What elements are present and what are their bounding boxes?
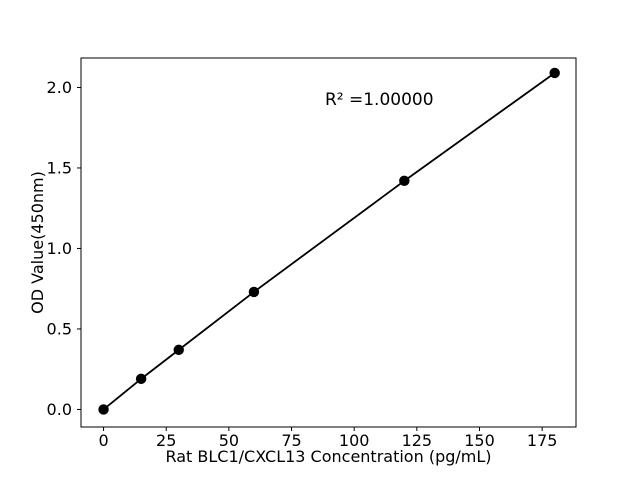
data-point-marker (135, 373, 147, 385)
plot-frame (80, 57, 577, 428)
y-tick-label: 0.0 (47, 400, 72, 419)
x-tick-label: 50 (219, 431, 239, 450)
y-axis-label: OD Value(450nm) (28, 171, 47, 314)
r-squared-annotation: R² =1.00000 (325, 90, 434, 110)
x-tick-label: 175 (527, 431, 558, 450)
x-tick-label: 0 (98, 431, 108, 450)
x-tick-label: 125 (402, 431, 433, 450)
x-axis-label: Rat BLC1/CXCL13 Concentration (pg/mL) (165, 447, 491, 466)
x-tick-label: 25 (156, 431, 176, 450)
y-tick-label: 0.5 (47, 319, 72, 338)
y-tick-label: 1.0 (47, 239, 72, 258)
x-tick-label: 100 (339, 431, 370, 450)
data-point-marker (549, 67, 560, 79)
data-point-marker (248, 286, 260, 298)
standard-curve-line (102, 72, 556, 411)
data-point-marker (399, 175, 410, 187)
x-tick-label: 150 (464, 431, 495, 450)
y-tick-label: 2.0 (47, 78, 72, 97)
y-tick-label: 1.5 (47, 158, 72, 177)
data-point-marker (173, 344, 184, 356)
data-point-marker (98, 404, 109, 415)
x-tick-label: 75 (281, 431, 301, 450)
